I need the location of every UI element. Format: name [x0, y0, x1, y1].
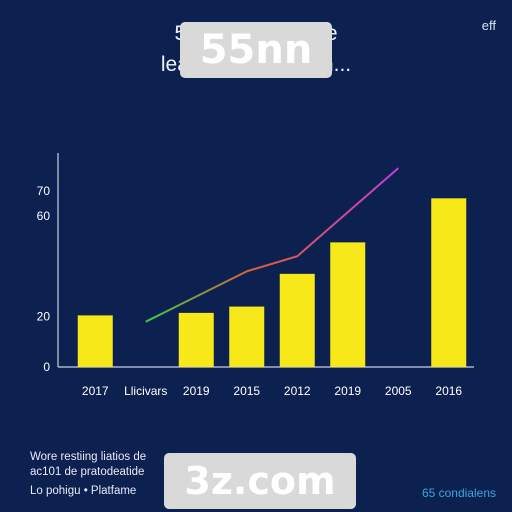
x-tick-label: 2016: [435, 384, 462, 398]
footer-source: 65 condialens: [421, 486, 496, 500]
bar: [330, 242, 366, 367]
x-tick-label: 2005: [385, 384, 412, 398]
x-tick-label: Llicivars: [124, 384, 167, 398]
corner-mark: eff: [481, 18, 496, 33]
watermark-banner-top: 55nn: [180, 22, 332, 78]
bar: [229, 306, 265, 367]
footer-line-3: Lo pohigu • Platfame: [30, 485, 137, 497]
footer-line-2: ac101 de pratodeatide: [30, 466, 145, 478]
chart-bars: [77, 198, 467, 367]
y-tick-label: 20: [37, 310, 51, 324]
x-tick-label: 2019: [334, 384, 361, 398]
y-tick-label: 0: [43, 360, 50, 374]
bar: [279, 273, 315, 367]
chart-axes: [57, 153, 474, 368]
footer-line-1: Wore restiing liatios de: [30, 451, 147, 463]
y-tick-label: 60: [37, 209, 51, 223]
y-tick-label: 70: [37, 184, 51, 198]
bar: [178, 312, 214, 367]
x-tick-label: 2017: [82, 384, 109, 398]
bar: [77, 315, 113, 367]
trend-line-path: [145, 167, 399, 323]
watermark-banner-bottom: 3z.com: [164, 453, 356, 509]
chart-labels: 0 20 60 70 2017 Llicivars 2019 2015 2012 2019 2005…: [37, 184, 463, 398]
x-tick-label: 2015: [233, 384, 260, 398]
bar: [431, 198, 467, 367]
x-tick-label: 2012: [284, 384, 311, 398]
x-tick-label: 2019: [183, 384, 210, 398]
trend-line: [145, 167, 399, 323]
